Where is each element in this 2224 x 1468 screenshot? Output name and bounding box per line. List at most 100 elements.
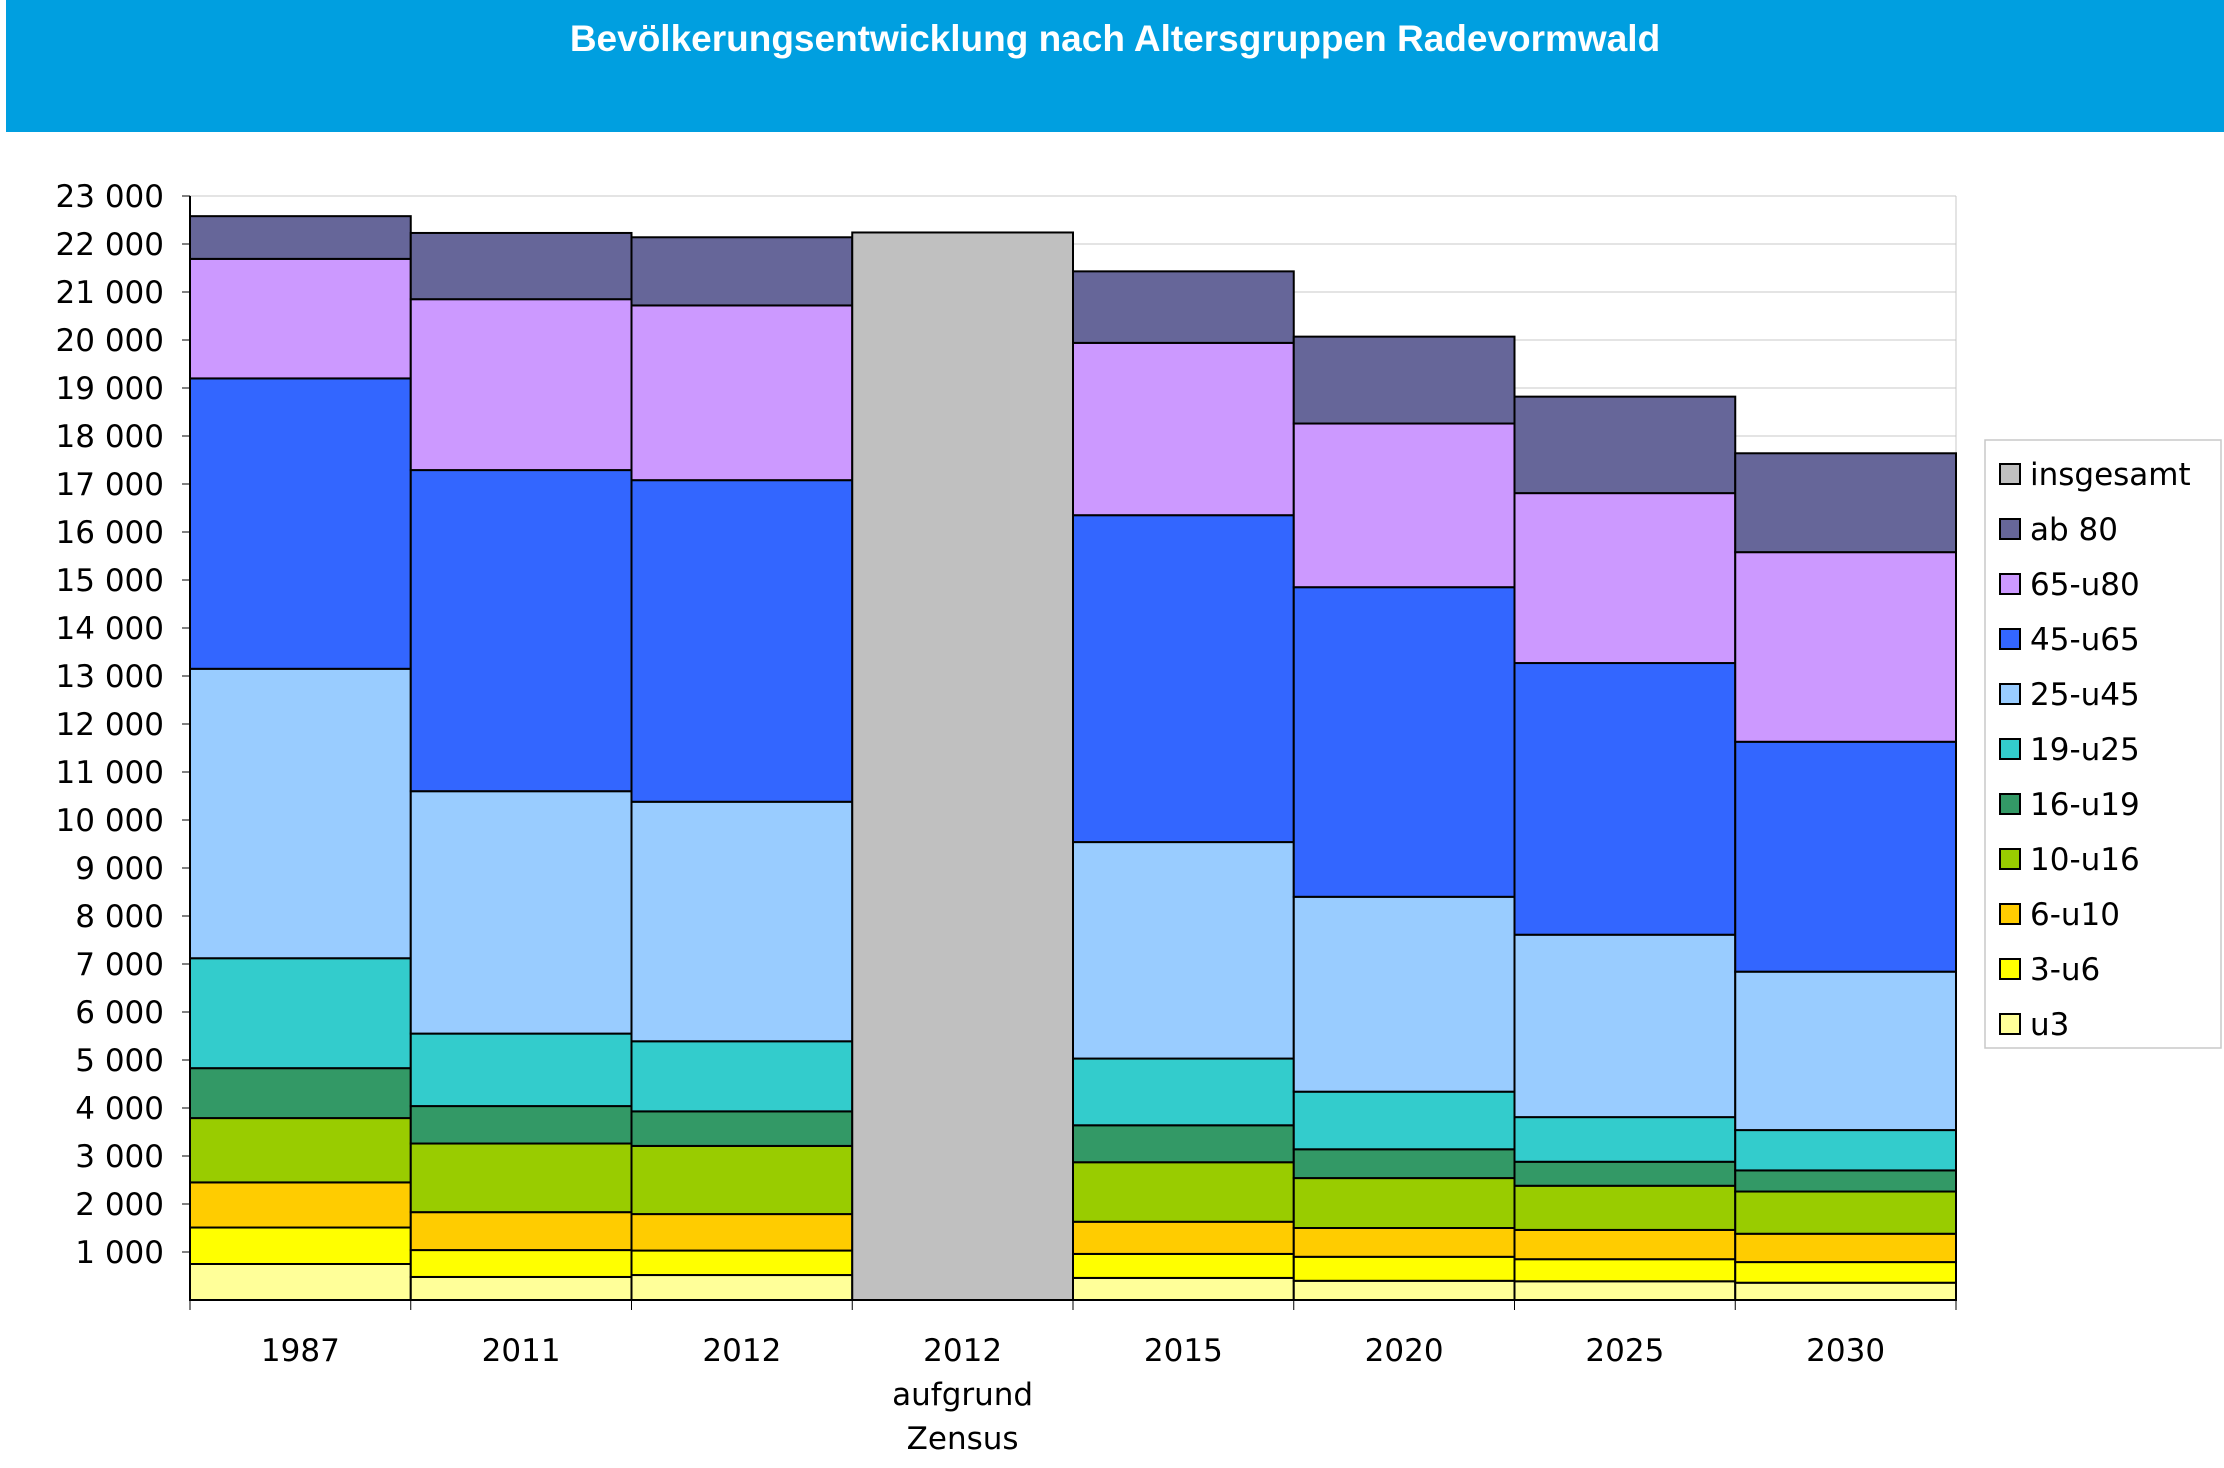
y-tick-label: 4 000 <box>75 1091 164 1127</box>
bar-segment <box>409 298 633 472</box>
legend-label: 19-u25 <box>2030 732 2140 768</box>
bar-segment <box>189 1181 412 1229</box>
bar-segment <box>1513 492 1737 665</box>
legend-label: ab 80 <box>2030 512 2118 548</box>
x-tick-label: aufgrund <box>892 1377 1033 1413</box>
bar-segment <box>1072 1276 1295 1302</box>
y-tick-label: 22 000 <box>56 227 164 263</box>
bar-segment <box>1734 551 1957 743</box>
bar-segment <box>1513 662 1737 936</box>
bar-segment <box>1513 1280 1737 1302</box>
x-tick-label: Zensus <box>907 1421 1019 1457</box>
bar-segment <box>1513 933 1737 1119</box>
y-tick-label: 21 000 <box>56 275 164 311</box>
legend-swatch <box>1999 518 2021 540</box>
bar-segment <box>1072 1057 1295 1127</box>
bar-segment <box>1072 1252 1295 1279</box>
bar-segment <box>1292 1227 1516 1258</box>
bar-segment <box>189 957 412 1070</box>
x-tick-label: 2011 <box>482 1333 561 1369</box>
legend-label: 16-u19 <box>2030 787 2140 823</box>
bar-segment <box>1513 1160 1737 1187</box>
y-tick-label: 12 000 <box>56 707 164 743</box>
legend-label: insgesamt <box>2030 457 2191 493</box>
bar-segment <box>1513 1228 1737 1261</box>
bar-segment <box>630 236 854 307</box>
bar-segment <box>409 1211 633 1252</box>
bar-segment <box>1072 341 1295 517</box>
legend-swatch <box>1999 628 2021 650</box>
bar-segment <box>630 1110 854 1147</box>
legend-label: 65-u80 <box>2030 567 2140 603</box>
y-tick-label: 5 000 <box>75 1043 164 1079</box>
bar-segment <box>189 1117 412 1184</box>
bar-segment <box>1734 452 1957 554</box>
y-tick-label: 17 000 <box>56 467 164 503</box>
bar-segment <box>1072 1220 1295 1255</box>
legend-label: 45-u65 <box>2030 622 2140 658</box>
bar-segment <box>409 469 633 793</box>
y-tick-label: 8 000 <box>75 899 164 935</box>
bar-segment <box>1513 395 1737 495</box>
bar-segment <box>409 1105 633 1145</box>
bar-segment <box>630 800 854 1043</box>
y-tick-label: 3 000 <box>75 1139 164 1175</box>
y-tick-label: 20 000 <box>56 323 164 359</box>
y-tick-label: 23 000 <box>56 179 164 215</box>
legend-label: 10-u16 <box>2030 842 2140 878</box>
legend-swatch <box>1999 683 2021 705</box>
chart-header: Bevölkerungsentwicklung nach Altersgrupp… <box>6 0 2224 132</box>
bar-segment <box>1734 1261 1957 1284</box>
bar-segment <box>189 1226 412 1266</box>
bar-segment <box>1292 1148 1516 1180</box>
x-tick-label: 2030 <box>1806 1333 1885 1369</box>
bar-segment <box>409 790 633 1035</box>
bar-segment <box>1513 1258 1737 1283</box>
y-tick-label: 18 000 <box>56 419 164 455</box>
bar-segment <box>409 1032 633 1108</box>
y-tick-label: 1 000 <box>75 1235 164 1271</box>
bar-segment <box>1734 970 1957 1132</box>
bar-segment <box>1292 895 1516 1093</box>
bar-segment <box>1072 841 1295 1060</box>
bar-segment <box>1292 335 1516 425</box>
bar-segment <box>1292 422 1516 589</box>
bar-stacks <box>189 215 1957 1302</box>
legend-label: 6-u10 <box>2030 897 2120 933</box>
x-tick-label: 2025 <box>1585 1333 1664 1369</box>
bar-segment <box>1734 1232 1957 1264</box>
x-tick-label: 2015 <box>1144 1333 1223 1369</box>
legend-label: u3 <box>2030 1007 2069 1043</box>
bar-segment <box>1513 1116 1737 1163</box>
y-tick-label: 2 000 <box>75 1187 164 1223</box>
legend-swatch <box>1999 958 2021 980</box>
y-tick-label: 15 000 <box>56 563 164 599</box>
bar-segment <box>1072 514 1295 844</box>
bar-segment <box>1292 1255 1516 1282</box>
y-tick-label: 9 000 <box>75 851 164 887</box>
x-tick-label: 2012 <box>923 1333 1002 1369</box>
bar-segment <box>1734 1281 1957 1301</box>
bar-segment <box>409 1249 633 1278</box>
legend-swatch <box>1999 903 2021 925</box>
y-axis-ticks: 1 000 2 000 3 000 4 000 5 000 6 000 7 000 8 000… <box>56 179 190 1271</box>
bar-segment <box>1292 1279 1516 1302</box>
y-tick-label: 6 000 <box>75 995 164 1031</box>
bar-segment <box>630 1144 854 1216</box>
x-tick-label: 2020 <box>1365 1333 1444 1369</box>
legend-swatch <box>1999 738 2021 760</box>
bar-segment <box>1292 586 1516 898</box>
y-tick-label: 10 000 <box>56 803 164 839</box>
bar-segment <box>189 215 412 260</box>
x-axis-ticks: 1987 2011 2012 2012 aufgrund Zensus 2015 2020 20… <box>189 1300 1957 1457</box>
y-tick-label: 13 000 <box>56 659 164 695</box>
bar-segment <box>189 1263 412 1301</box>
x-tick-label: 1987 <box>261 1333 340 1369</box>
bar-segment <box>630 1274 854 1302</box>
bar-segment <box>1734 740 1957 973</box>
bar-segment <box>1734 1129 1957 1172</box>
bar-segment <box>189 667 412 960</box>
bar-segment <box>409 1142 633 1214</box>
bar-segment <box>189 257 412 380</box>
